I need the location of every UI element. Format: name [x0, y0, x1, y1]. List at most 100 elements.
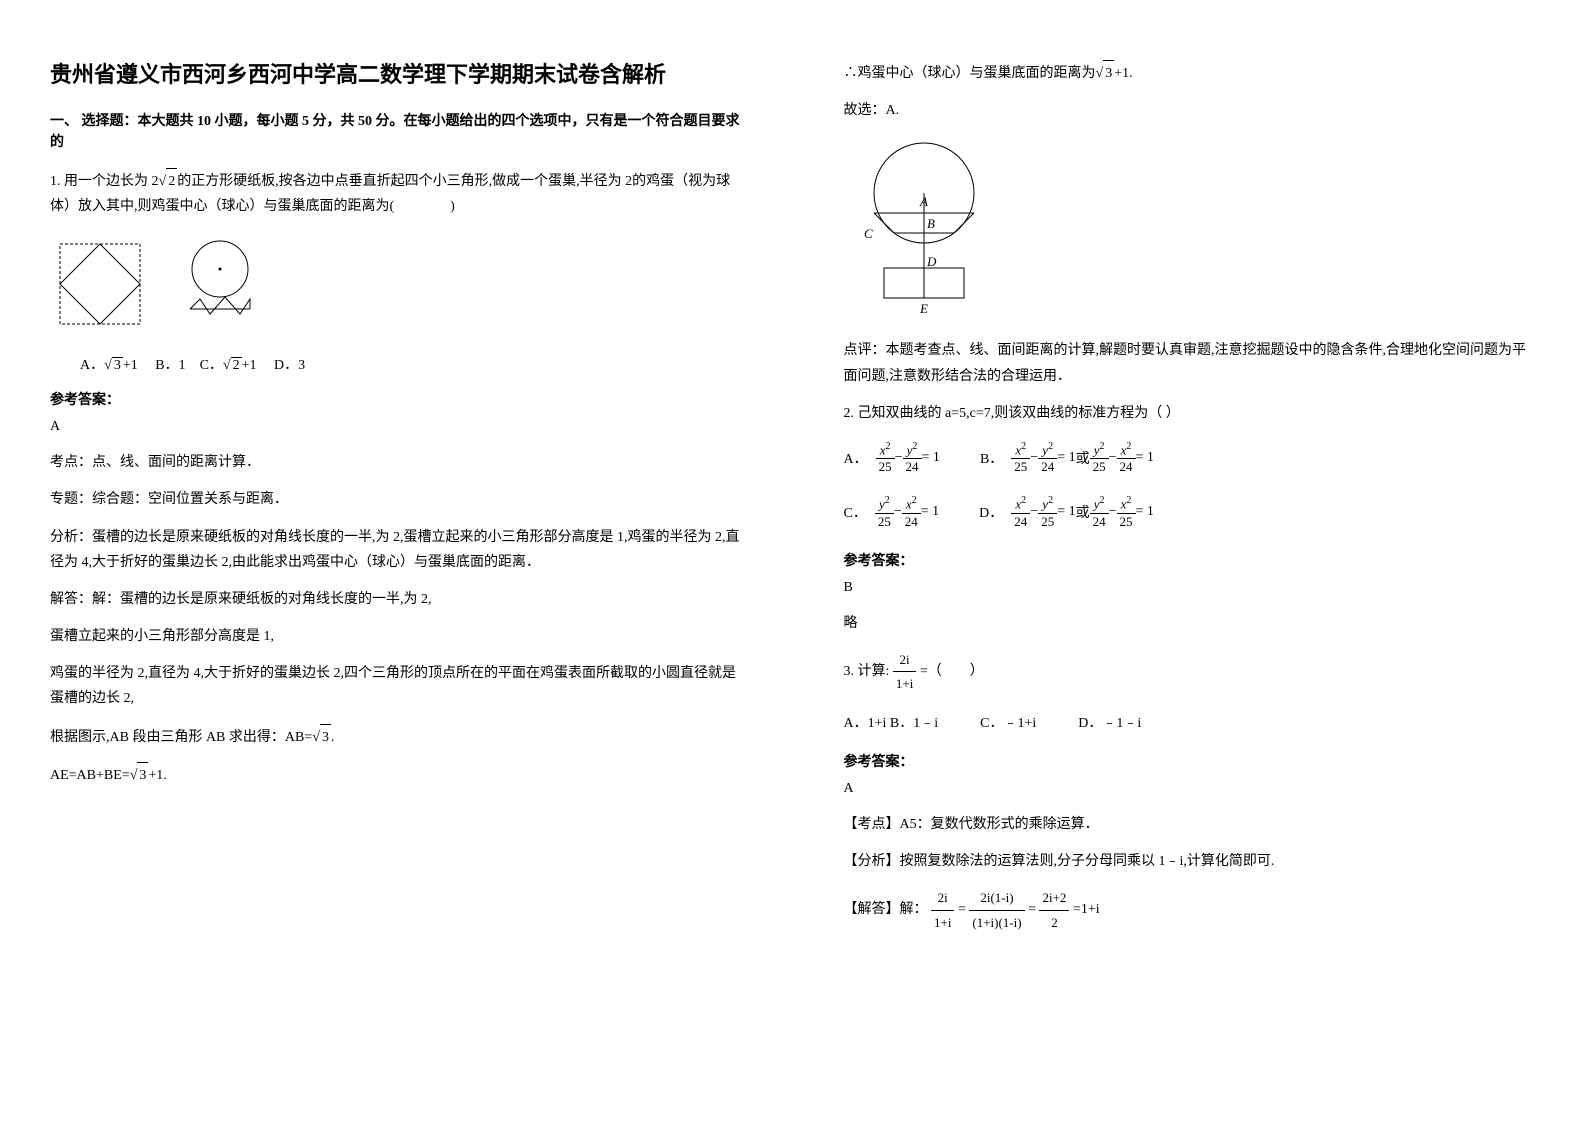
- q3-answer-letter: A: [844, 781, 1538, 797]
- minus: −: [1109, 504, 1117, 520]
- q3-suffix: =（ ）: [920, 664, 984, 679]
- question-3: 3. 计算: 2i1+i =（ ）: [844, 648, 1538, 696]
- sqrt-icon: 2: [223, 357, 242, 374]
- q2-optC: C． y225 − x224 = 1: [844, 495, 940, 529]
- q1-jieda4-prefix: 根据图示,AB 段由三角形 AB 求出得：AB=: [50, 730, 312, 745]
- eq1: = 1: [1136, 450, 1154, 466]
- question-1: 1. 用一个边长为 22的正方形硬纸板,按各边中点垂直折起四个小三角形,做成一个…: [50, 168, 744, 219]
- frac-y24d: y224: [1090, 495, 1109, 529]
- minus: −: [1030, 450, 1038, 466]
- svg-text:B: B: [927, 216, 935, 231]
- frac-x24b: x224: [1117, 441, 1136, 475]
- eq1: = 1: [921, 504, 939, 520]
- q3-prefix: 3. 计算:: [844, 664, 890, 679]
- frac-2i: 2i1+i: [893, 648, 916, 696]
- answer-label: 参考答案：: [844, 751, 1538, 771]
- q1-guxuan: 故选：A.: [844, 98, 1538, 123]
- eq1: = 1: [1057, 504, 1075, 520]
- q1-zhuanti: 专题：综合题：空间位置关系与距离．: [50, 487, 744, 512]
- q1-optB: B．1: [155, 358, 185, 373]
- optC-label: C．: [844, 502, 867, 522]
- frac-x25: x225: [876, 441, 895, 475]
- frac-x24c: x224: [902, 495, 921, 529]
- sqrt-icon: 3: [1096, 60, 1115, 86]
- frac-y24: y224: [903, 441, 922, 475]
- eq1: = 1: [922, 450, 940, 466]
- sqrt-icon: 3: [130, 762, 149, 788]
- minus: −: [895, 450, 903, 466]
- optA-label: A．: [844, 448, 868, 468]
- frac-y25b: y225: [1090, 441, 1109, 475]
- q3-jieda-suffix: =1+i: [1073, 902, 1100, 917]
- frac-y24b: y224: [1038, 441, 1057, 475]
- frac-y25d: y225: [1038, 495, 1057, 529]
- q1-optC-suffix: +1: [242, 358, 257, 373]
- answer-label: 参考答案：: [844, 550, 1538, 570]
- eq1: = 1: [1136, 504, 1154, 520]
- minus: −: [894, 504, 902, 520]
- q1-fenxi: 分析：蛋槽的边长是原来硬纸板的对角线长度的一半,为 2,蛋槽立起来的小三角形部分…: [50, 525, 744, 575]
- q2-lue: 略: [844, 611, 1538, 636]
- minus: −: [1109, 450, 1117, 466]
- frac-x24d: x224: [1011, 495, 1030, 529]
- section-header: 一、 选择题：本大题共 10 小题，每小题 5 分，共 50 分。在每小题给出的…: [50, 111, 744, 153]
- svg-text:D: D: [926, 254, 937, 269]
- q3-fenxi: 【分析】按照复数除法的运算法则,分子分母同乘以 1﹣i,计算化简即可.: [844, 849, 1538, 874]
- document-title: 贵州省遵义市西河乡西河中学高二数学理下学期期末试卷含解析: [50, 60, 744, 91]
- svg-text:E: E: [919, 301, 928, 316]
- q2-options-row2: C． y225 − x224 = 1 D． x224 − y225 = 1 或 …: [844, 495, 1538, 529]
- q1-options: A．3+1 B．1 C．2+1 D．3: [50, 354, 744, 374]
- left-column: 贵州省遵义市西河乡西河中学高二数学理下学期期末试卷含解析 一、 选择题：本大题共…: [0, 0, 794, 1122]
- svg-text:A: A: [919, 194, 928, 209]
- sqrt-icon: 3: [312, 724, 331, 750]
- frac-step3: 2i+22: [1039, 886, 1069, 934]
- q1-jieda1: 解答：解：蛋槽的边长是原来硬纸板的对角线长度的一半,为 2,: [50, 587, 744, 612]
- right-column: ∴鸡蛋中心（球心）与蛋巢底面的距离为3+1. 故选：A. A B C D E 点…: [794, 0, 1587, 1122]
- q3-jieda: 【解答】解： 2i1+i = 2i(1-i)(1+i)(1-i) = 2i+22…: [844, 886, 1538, 934]
- q3-options: A．1+i B．1﹣i C．﹣1+i D．﹣1﹣i: [844, 711, 1538, 736]
- q1-optA-label: A．: [80, 358, 104, 373]
- q1-optD: D．3: [274, 358, 305, 373]
- eq1: = 1: [1057, 450, 1075, 466]
- q1-answer-letter: A: [50, 419, 744, 435]
- q1-jieda3: 鸡蛋的半径为 2,直径为 4,大于折好的蛋巢边长 2,四个三角形的顶点所在的平面…: [50, 661, 744, 711]
- minus: −: [1030, 504, 1038, 520]
- sqrt-icon: 3: [104, 357, 123, 374]
- q3-jieda-prefix: 【解答】解：: [844, 902, 928, 917]
- q1-kaodian: 考点：点、线、面间的距离计算．: [50, 450, 744, 475]
- q1-jieda5-suffix: +1.: [148, 768, 166, 783]
- q1-jieda4-suffix: .: [331, 730, 335, 745]
- q1-optC-label: C．: [200, 358, 223, 373]
- answer-label: 参考答案：: [50, 389, 744, 409]
- q1-conclusion-suffix: +1.: [1114, 66, 1132, 81]
- q1-jieda5: AE=AB+BE=3+1.: [50, 762, 744, 788]
- q2-optD: D． x224 − y225 = 1 或 y224 − x225 = 1: [979, 495, 1154, 529]
- optD-label: D．: [979, 502, 1003, 522]
- or-text: 或: [1076, 502, 1090, 522]
- q1-dianping: 点评：本题考查点、线、面间距离的计算,解题时要认真审题,注意挖掘题设中的隐含条件…: [844, 338, 1538, 388]
- or-text: 或: [1076, 448, 1090, 468]
- frac-x25d: x225: [1117, 495, 1136, 529]
- figure-1: [50, 234, 744, 339]
- frac-step1: 2i1+i: [931, 886, 954, 934]
- q1-conclusion: ∴鸡蛋中心（球心）与蛋巢底面的距离为3+1.: [844, 60, 1538, 86]
- q1-jieda4: 根据图示,AB 段由三角形 AB 求出得：AB=3.: [50, 724, 744, 750]
- q1-optA-suffix: +1: [123, 358, 138, 373]
- eq: =: [958, 902, 966, 917]
- q2-answer-letter: B: [844, 580, 1538, 596]
- frac-y25c: y225: [875, 495, 894, 529]
- q2-optA: A． x225 − y224 = 1: [844, 441, 940, 475]
- frac-x25b: x225: [1011, 441, 1030, 475]
- q2-optB: B． x225 − y224 = 1 或 y225 − x224 = 1: [980, 441, 1154, 475]
- optB-label: B．: [980, 448, 1003, 468]
- question-2: 2. 己知双曲线的 a=5,c=7,则该双曲线的标准方程为（ ）: [844, 401, 1538, 426]
- eq: =: [1028, 902, 1036, 917]
- figure-2: A B C D E: [844, 138, 1538, 323]
- q1-jieda5-prefix: AE=AB+BE=: [50, 768, 130, 783]
- q2-options-row1: A． x225 − y224 = 1 B． x225 − y224 = 1 或 …: [844, 441, 1538, 475]
- q3-kaodian: 【考点】A5：复数代数形式的乘除运算．: [844, 812, 1538, 837]
- frac-step2: 2i(1-i)(1+i)(1-i): [969, 886, 1024, 934]
- q1-text-prefix: 1. 用一个边长为 2: [50, 174, 159, 189]
- svg-text:C: C: [864, 226, 873, 241]
- q1-jieda2: 蛋槽立起来的小三角形部分高度是 1,: [50, 624, 744, 649]
